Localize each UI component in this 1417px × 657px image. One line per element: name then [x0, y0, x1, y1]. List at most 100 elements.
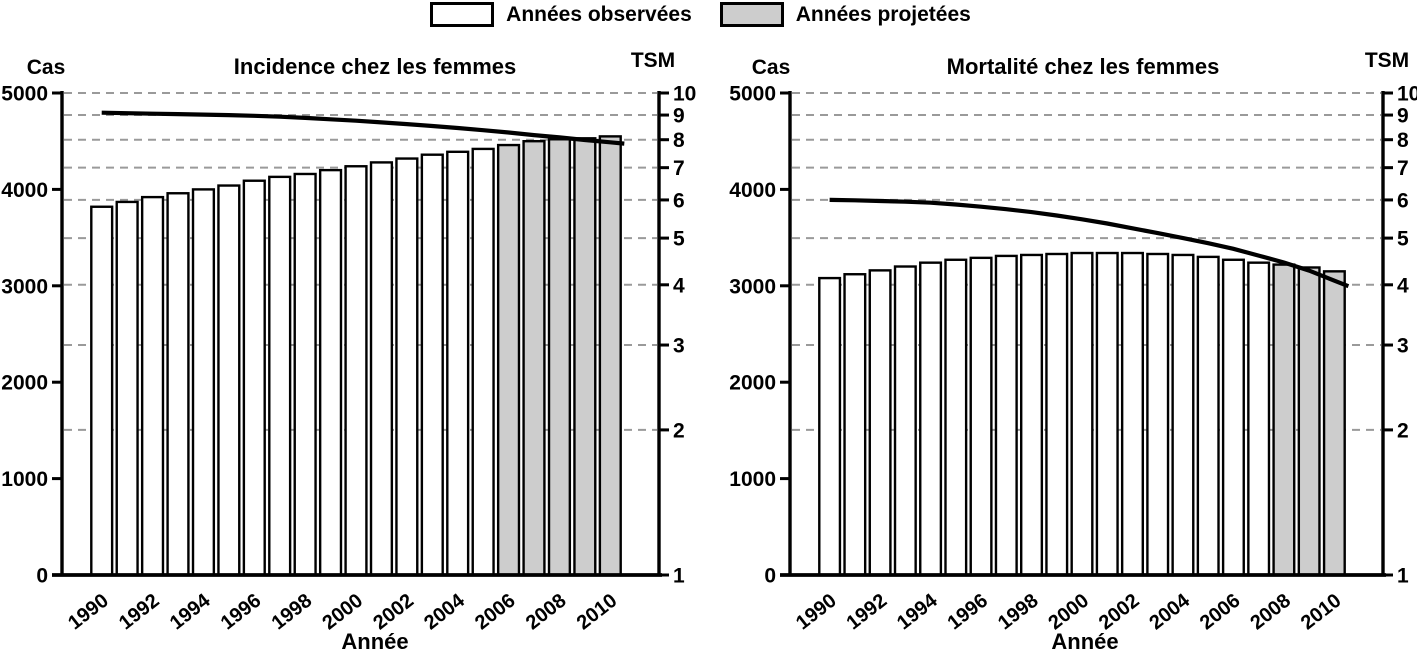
left-axis-tick-label: 2000: [1, 372, 48, 395]
right-axis-tick-label: 3: [673, 335, 685, 358]
tsm-line-series: [101, 110, 625, 146]
right-axis-tick-label: 1: [1397, 565, 1409, 588]
bar-1992: [140, 195, 165, 577]
x-axis-year-label: 1998: [268, 590, 317, 635]
right-axis-tick-label: 9: [673, 105, 685, 128]
bar-1996: [242, 179, 266, 577]
bar-2009: [1297, 266, 1321, 577]
x-axis-year-label: 1992: [843, 590, 892, 635]
right-axis-tick-label: 4: [673, 274, 685, 297]
right-axis-tick-label: 2: [673, 419, 685, 442]
right-axis-tick-label: 7: [673, 157, 685, 180]
right-axis-tick-label: 10: [673, 83, 696, 106]
legend-swatch-observed: [430, 2, 495, 27]
bar-1993: [893, 265, 917, 577]
bar-1998: [293, 172, 317, 577]
x-axis-year-label: 2000: [1044, 590, 1093, 635]
bar-2010: [598, 135, 622, 577]
left-axis-tick-label: 3000: [1, 275, 48, 298]
right-axis-tick-label: 8: [673, 129, 685, 152]
x-axis-year-label: 1994: [166, 589, 215, 634]
bar-1997: [994, 254, 1018, 577]
bar-2000: [344, 165, 368, 577]
x-axis-year-label: 2002: [369, 590, 418, 635]
bar-2002: [1120, 251, 1144, 577]
x-axis-year-label: 1998: [994, 590, 1043, 635]
bar-2007: [1247, 261, 1271, 577]
bar-2001: [369, 161, 394, 577]
left-axis-tick-label: 5000: [1, 83, 48, 106]
bar-1990: [818, 276, 842, 577]
bar-1998: [1020, 253, 1044, 577]
left-axis-tick-label: 5000: [729, 83, 776, 106]
bar-2000: [1070, 251, 1094, 577]
bar-1994: [919, 261, 943, 577]
tsm-line-series: [829, 197, 1350, 289]
bar-2007: [522, 139, 546, 577]
right-axis-tick-label: 3: [1397, 335, 1409, 358]
right-axis-tick-label: 8: [1397, 129, 1409, 152]
left-axis-tick-label: 4000: [1, 179, 48, 202]
x-axis-year-label: 2010: [573, 590, 622, 635]
x-axis-year-label: 1990: [64, 590, 113, 635]
chart-title: Incidence chez les femmes: [234, 54, 516, 79]
legend-label-projected: Années projetées: [795, 2, 971, 26]
right-axis-tick-label: 10: [1397, 83, 1417, 106]
right-axis-tick-label: 7: [1397, 157, 1409, 180]
right-axis-unit-label: TSM: [631, 49, 675, 72]
bar-2006: [496, 143, 521, 577]
bar-1999: [318, 168, 343, 577]
chart-title: Mortalité chez les femmes: [947, 54, 1220, 79]
bar-1993: [166, 192, 190, 577]
right-axis-tick-label: 2: [1397, 419, 1409, 442]
right-axis-tick-label: 6: [673, 189, 685, 212]
left-axis-tick-label: 2000: [729, 372, 776, 395]
bar-2009: [573, 137, 597, 577]
bar-2003: [420, 153, 444, 577]
bar-1999: [1045, 252, 1069, 577]
bar-1995: [217, 184, 241, 577]
bar-2004: [446, 150, 470, 577]
bar-2008: [1272, 263, 1296, 577]
legend-label-observed: Années observées: [506, 2, 692, 26]
right-axis-tick-label: 1: [673, 565, 685, 588]
x-axis-title: Année: [341, 629, 408, 654]
bar-2005: [1196, 255, 1220, 577]
bar-1995: [944, 258, 968, 577]
bar-1997: [268, 175, 292, 577]
x-axis-title: Année: [1051, 629, 1118, 654]
right-axis-tick-label: 9: [1397, 105, 1409, 128]
bar-2001: [1095, 251, 1119, 577]
bar-2004: [1171, 253, 1195, 577]
bar-1994: [191, 188, 216, 577]
bar-1991: [115, 200, 139, 577]
x-axis-year-label: 2008: [522, 590, 571, 635]
left-axis-tick-label: 4000: [729, 179, 776, 202]
bar-1990: [90, 205, 114, 577]
legend: Années observées Années projetées: [0, 2, 1417, 27]
left-axis-tick-label: 0: [36, 565, 48, 588]
right-axis-unit-label: TSM: [1365, 49, 1409, 72]
x-axis-year-label: 2000: [318, 590, 367, 635]
left-axis-unit-label: Cas: [27, 56, 66, 79]
bar-2003: [1146, 252, 1170, 577]
x-axis-year-label: 1994: [893, 589, 942, 634]
x-axis-year-label: 1996: [217, 590, 266, 635]
bar-2008: [547, 138, 572, 577]
x-axis-year-label: 2006: [1196, 590, 1245, 635]
left-axis-tick-label: 1000: [729, 468, 776, 491]
bar-2005: [471, 147, 495, 577]
bar-2010: [1322, 270, 1346, 577]
x-axis-year-label: 2002: [1095, 590, 1144, 635]
legend-swatch-projected: [719, 2, 784, 27]
right-axis-tick-label: 5: [673, 228, 685, 251]
bar-1996: [969, 256, 993, 577]
left-axis-tick-label: 1000: [1, 468, 48, 491]
bar-1992: [868, 269, 892, 577]
left-axis-tick-label: 0: [764, 565, 776, 588]
